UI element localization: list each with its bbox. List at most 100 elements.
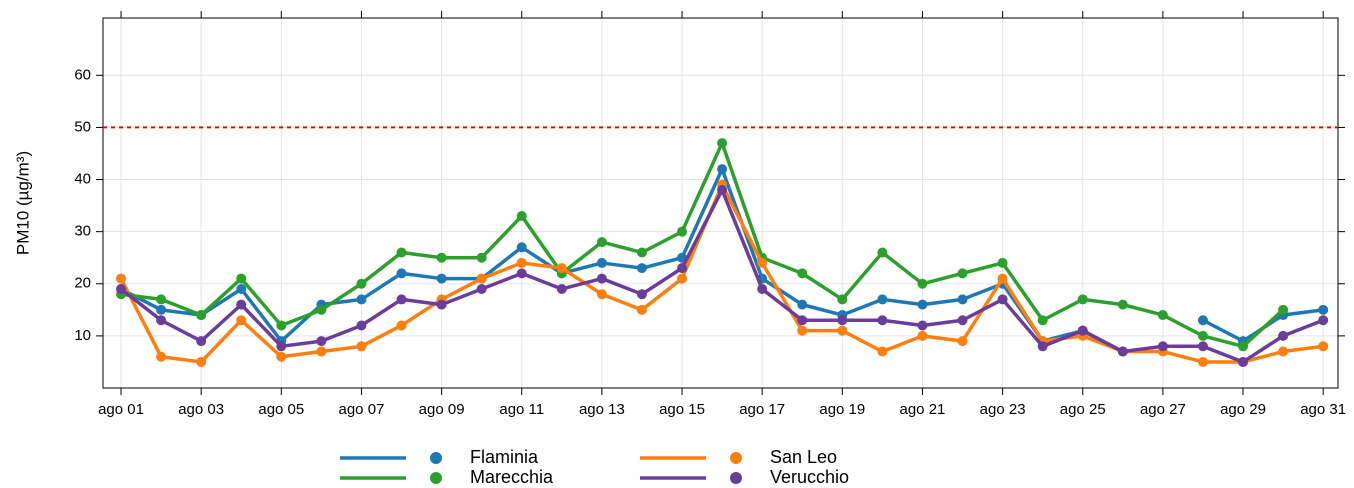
x-tick-label: ago 01 — [98, 401, 144, 418]
data-point — [596, 257, 607, 268]
data-point — [396, 247, 407, 258]
series-line — [119, 183, 1324, 364]
data-point — [596, 289, 607, 300]
data-point — [677, 263, 688, 274]
data-point — [1157, 341, 1168, 352]
series-line — [120, 167, 1324, 354]
data-point — [1077, 294, 1088, 305]
data-point — [116, 273, 127, 284]
legend-dot — [730, 472, 742, 484]
data-point — [1318, 315, 1329, 326]
data-point — [957, 336, 968, 347]
data-point — [957, 294, 968, 305]
x-tick-label: ago 27 — [1140, 401, 1186, 418]
data-point — [1157, 310, 1168, 321]
data-point — [156, 315, 167, 326]
x-tick-label: ago 05 — [258, 401, 304, 418]
data-point — [396, 268, 407, 279]
data-point — [516, 268, 527, 279]
data-point — [1278, 330, 1289, 341]
data-point — [797, 325, 808, 336]
y-tick-label: 20 — [74, 275, 91, 292]
data-point — [236, 299, 247, 310]
data-point — [797, 299, 808, 310]
data-point — [917, 299, 928, 310]
data-point — [196, 356, 207, 367]
data-point — [717, 184, 728, 195]
y-tick-label: 40 — [74, 171, 91, 188]
data-point — [396, 294, 407, 305]
data-point — [196, 310, 207, 321]
data-point — [436, 299, 447, 310]
data-point — [717, 138, 728, 149]
data-point — [316, 336, 327, 347]
legend-label: San Leo — [770, 447, 837, 467]
x-tick-label: ago 17 — [739, 401, 785, 418]
data-point — [156, 304, 167, 315]
y-tick-label: 10 — [74, 327, 91, 344]
data-point — [917, 320, 928, 331]
data-point — [877, 315, 888, 326]
data-point — [516, 211, 527, 222]
x-tick-label: ago 31 — [1300, 401, 1346, 418]
data-point — [236, 283, 247, 294]
x-tick-label: ago 21 — [900, 401, 946, 418]
data-point — [677, 273, 688, 284]
data-point — [196, 336, 207, 347]
legend-label: Flaminia — [470, 447, 539, 467]
data-point — [356, 341, 367, 352]
data-point — [1238, 341, 1249, 352]
x-tick-label: ago 09 — [419, 401, 465, 418]
data-point — [837, 315, 848, 326]
legend-dot — [430, 452, 442, 464]
data-point — [1117, 346, 1128, 357]
data-point — [997, 294, 1008, 305]
legend-dot — [730, 452, 742, 464]
data-point — [997, 257, 1008, 268]
y-tick-label: 60 — [74, 66, 91, 83]
x-tick-label: ago 23 — [980, 401, 1026, 418]
data-point — [476, 273, 487, 284]
legend-dot — [430, 472, 442, 484]
data-point — [917, 278, 928, 289]
x-tick-label: ago 15 — [659, 401, 705, 418]
data-point — [156, 351, 167, 362]
data-point — [1077, 325, 1088, 336]
data-point — [717, 164, 728, 175]
y-tick-label: 30 — [74, 223, 91, 240]
data-point — [236, 273, 247, 284]
data-point — [997, 273, 1008, 284]
data-point — [356, 278, 367, 289]
data-point — [1278, 346, 1289, 357]
x-tick-label: ago 11 — [499, 401, 544, 418]
data-point — [596, 237, 607, 248]
data-point — [757, 257, 768, 268]
data-point — [917, 330, 928, 341]
data-point — [236, 315, 247, 326]
legend-label: Marecchia — [470, 467, 554, 487]
data-point — [1197, 356, 1208, 367]
data-point — [797, 268, 808, 279]
data-point — [476, 283, 487, 294]
data-point — [1117, 299, 1128, 310]
data-point — [877, 247, 888, 258]
data-point — [636, 289, 647, 300]
data-point — [556, 263, 567, 274]
data-point — [596, 273, 607, 284]
data-point — [516, 242, 527, 253]
data-point — [757, 283, 768, 294]
legend-label: Verucchio — [770, 467, 849, 487]
data-point — [276, 341, 287, 352]
x-tick-label: ago 19 — [819, 401, 865, 418]
data-point — [1037, 341, 1048, 352]
data-point — [877, 346, 888, 357]
data-point — [516, 257, 527, 268]
data-point — [636, 304, 647, 315]
data-point — [436, 273, 447, 284]
data-point — [396, 320, 407, 331]
y-tick-label: 50 — [74, 118, 91, 135]
data-point — [356, 294, 367, 305]
data-point — [476, 252, 487, 263]
